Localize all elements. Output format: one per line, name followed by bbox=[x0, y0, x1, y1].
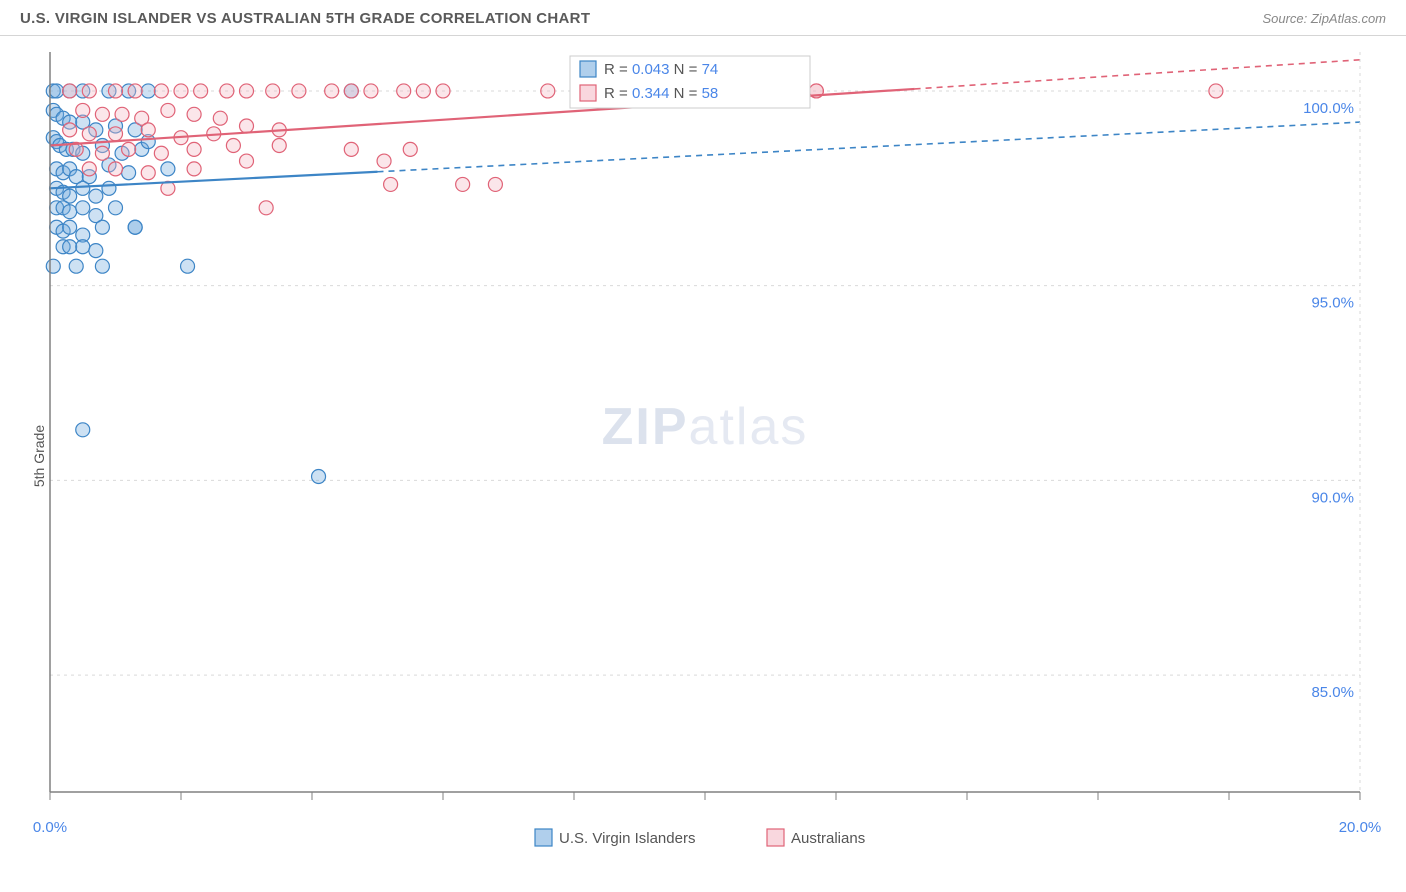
data-point bbox=[416, 84, 430, 98]
data-point bbox=[344, 84, 358, 98]
data-point bbox=[76, 423, 90, 437]
data-point bbox=[194, 84, 208, 98]
data-point bbox=[325, 84, 339, 98]
chart-area: 5th Grade ZIPatlas 0.0% 20.0% 85.0% 90.0% 95.… bbox=[0, 36, 1406, 876]
data-point bbox=[397, 84, 411, 98]
data-point bbox=[141, 166, 155, 180]
data-point bbox=[63, 123, 77, 137]
data-point bbox=[364, 84, 378, 98]
y-tick-label: 90.0% bbox=[1311, 489, 1354, 506]
data-point bbox=[76, 201, 90, 215]
data-point bbox=[272, 138, 286, 152]
scatter-chart: ZIPatlas 0.0% 20.0% 85.0% 90.0% 95.0% 100.0% R … bbox=[0, 36, 1406, 876]
data-point bbox=[109, 201, 123, 215]
legend-swatch bbox=[535, 829, 552, 846]
y-tick-label: 100.0% bbox=[1303, 100, 1354, 117]
data-point bbox=[141, 123, 155, 137]
data-point bbox=[436, 84, 450, 98]
data-point bbox=[226, 138, 240, 152]
chart-header: U.S. VIRGIN ISLANDER VS AUSTRALIAN 5TH G… bbox=[0, 0, 1406, 36]
data-point bbox=[102, 181, 116, 195]
data-point bbox=[109, 162, 123, 176]
legend-stat: R = 0.344 N = 58 bbox=[604, 85, 718, 102]
data-point bbox=[63, 240, 77, 254]
data-point bbox=[541, 84, 555, 98]
data-point bbox=[344, 142, 358, 156]
data-point bbox=[377, 154, 391, 168]
legend-swatch bbox=[767, 829, 784, 846]
data-point bbox=[488, 177, 502, 191]
data-point bbox=[240, 119, 254, 133]
data-point bbox=[403, 142, 417, 156]
x-tick-label: 20.0% bbox=[1339, 819, 1382, 836]
chart-title: U.S. VIRGIN ISLANDER VS AUSTRALIAN 5TH G… bbox=[20, 10, 590, 27]
data-point bbox=[384, 177, 398, 191]
data-point bbox=[82, 127, 96, 141]
data-point bbox=[63, 205, 77, 219]
data-point bbox=[161, 162, 175, 176]
data-point bbox=[50, 84, 64, 98]
data-point bbox=[187, 162, 201, 176]
y-axis-label: 5th Grade bbox=[31, 425, 47, 487]
data-point bbox=[213, 111, 227, 125]
legend-stat: R = 0.043 N = 74 bbox=[604, 61, 718, 78]
data-point bbox=[95, 220, 109, 234]
data-point bbox=[109, 127, 123, 141]
data-point bbox=[46, 259, 60, 273]
data-point bbox=[154, 146, 168, 160]
data-point bbox=[259, 201, 273, 215]
data-point bbox=[220, 84, 234, 98]
data-point bbox=[69, 259, 83, 273]
data-point bbox=[63, 220, 77, 234]
data-point bbox=[240, 154, 254, 168]
data-point bbox=[109, 84, 123, 98]
svg-text:ZIPatlas: ZIPatlas bbox=[602, 398, 809, 456]
legend-series-label: U.S. Virgin Islanders bbox=[559, 830, 695, 847]
data-point bbox=[1209, 84, 1223, 98]
data-point bbox=[76, 240, 90, 254]
data-point bbox=[89, 189, 103, 203]
data-point bbox=[187, 107, 201, 121]
data-point bbox=[95, 259, 109, 273]
data-point bbox=[154, 84, 168, 98]
data-point bbox=[122, 166, 136, 180]
x-tick-label: 0.0% bbox=[33, 819, 67, 836]
data-point bbox=[181, 259, 195, 273]
data-point bbox=[128, 84, 142, 98]
data-point bbox=[187, 142, 201, 156]
data-point bbox=[174, 84, 188, 98]
legend-series-label: Australians bbox=[791, 830, 865, 847]
data-point bbox=[141, 84, 155, 98]
data-point bbox=[161, 103, 175, 117]
data-point bbox=[456, 177, 470, 191]
data-point bbox=[312, 470, 326, 484]
data-point bbox=[89, 244, 103, 258]
data-point bbox=[95, 107, 109, 121]
data-point bbox=[76, 181, 90, 195]
data-point bbox=[240, 84, 254, 98]
y-tick-label: 95.0% bbox=[1311, 295, 1354, 312]
data-point bbox=[266, 84, 280, 98]
data-point bbox=[128, 220, 142, 234]
chart-source: Source: ZipAtlas.com bbox=[1262, 11, 1386, 26]
legend-swatch bbox=[580, 85, 596, 101]
data-point bbox=[95, 146, 109, 160]
legend-swatch bbox=[580, 61, 596, 77]
data-point bbox=[115, 107, 129, 121]
data-point bbox=[63, 84, 77, 98]
data-point bbox=[292, 84, 306, 98]
data-point bbox=[122, 142, 136, 156]
y-tick-label: 85.0% bbox=[1311, 684, 1354, 701]
data-point bbox=[82, 84, 96, 98]
data-point bbox=[82, 162, 96, 176]
data-point bbox=[76, 103, 90, 117]
